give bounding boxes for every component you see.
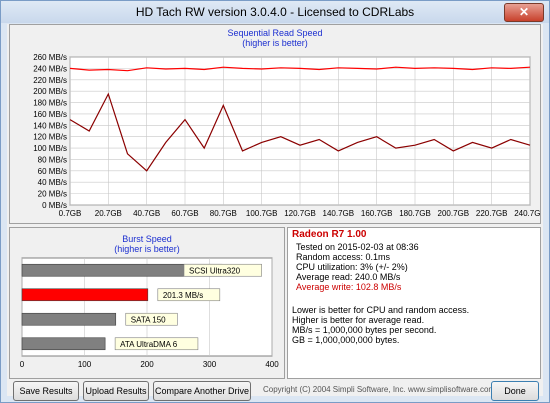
seq-y-tick: 40 MB/s	[38, 178, 67, 187]
burst-bar-label-box	[125, 312, 178, 326]
burst-speed-panel: Burst Speed (higher is better) 0 100 200 30…	[9, 227, 285, 379]
seq-y-tick: 200 MB/s	[33, 87, 67, 96]
burst-x-tick: 100	[78, 360, 92, 369]
seq-y-tick: 160 MB/s	[33, 110, 67, 119]
seq-x-tick: 220.7GB	[476, 209, 508, 218]
done-button[interactable]: Done	[491, 381, 539, 401]
note-mbs-definition: MB/s = 1,000,000 bytes per second.	[292, 325, 437, 335]
average-write: Average write: 102.8 MB/s	[296, 282, 402, 292]
seq-y-tick: 0 MB/s	[42, 201, 67, 210]
burst-x-tick: 200	[140, 360, 154, 369]
write-speed-line	[69, 92, 531, 172]
client-area: Sequential Read Speed (higher is better)…	[7, 24, 543, 401]
burst-bar-label-box	[157, 288, 221, 302]
seq-x-tick: 80.7GB	[210, 209, 237, 218]
note-higher-better: Higher is better for average read.	[292, 315, 425, 325]
read-speed-line	[69, 66, 531, 72]
seq-y-tick: 100 MB/s	[33, 144, 67, 153]
seq-x-tick: 20.7GB	[95, 209, 122, 218]
average-read: Average read: 240.0 MB/s	[296, 272, 401, 282]
copyright-text: Copyright (C) 2004 Simpli Software, Inc.…	[263, 385, 496, 394]
drive-name: Radeon R7 1.00	[292, 229, 367, 240]
burst-chart-subtitle: (higher is better)	[114, 244, 180, 254]
sequential-read-chart: 260 MB/s 240 MB/s 220 MB/s 200 MB/s 180 MB/s…	[33, 53, 540, 218]
burst-bar-label-box	[183, 263, 262, 277]
upload-results-button[interactable]: Upload Results	[83, 381, 149, 401]
burst-bar-label: SATA 150	[131, 315, 166, 324]
burst-bar-label: ATA UltraDMA 6	[120, 340, 178, 349]
seq-x-tick: 120.7GB	[284, 209, 316, 218]
seq-y-tick: 220 MB/s	[33, 76, 67, 85]
sequential-chart-title: Sequential Read Speed	[227, 28, 323, 38]
tested-on: Tested on 2015-02-03 at 08:36	[296, 242, 419, 252]
burst-bar	[21, 312, 117, 326]
seq-y-tick: 120 MB/s	[33, 133, 67, 142]
random-access: Random access: 0.1ms	[296, 252, 391, 262]
seq-x-tick: 60.7GB	[171, 209, 198, 218]
seq-y-tick: 140 MB/s	[33, 121, 67, 130]
seq-x-tick: 100.7GB	[246, 209, 278, 218]
seq-x-tick: 140.7GB	[323, 209, 355, 218]
results-info-panel: Radeon R7 1.00 Tested on 2015-02-03 at 0…	[287, 227, 541, 379]
seq-x-tick: 40.7GB	[133, 209, 160, 218]
seq-y-tick: 60 MB/s	[38, 167, 67, 176]
burst-x-tick: 0	[20, 360, 25, 369]
note-lower-better: Lower is better for CPU and random acces…	[292, 305, 470, 315]
burst-bar-label: SCSI Ultra320	[189, 266, 241, 275]
seq-x-tick: 180.7GB	[399, 209, 431, 218]
save-results-button[interactable]: Save Results	[13, 381, 79, 401]
burst-speed-chart: 0 100 200 300 400 SCSI Ultra320 201.3 MB/s SATA…	[20, 257, 279, 369]
seq-x-tick: 160.7GB	[361, 209, 393, 218]
sequential-chart-subtitle: (higher is better)	[242, 38, 308, 48]
title-bar: HD Tach RW version 3.0.4.0 - Licensed to…	[1, 1, 549, 23]
seq-y-tick: 180 MB/s	[33, 99, 67, 108]
seq-y-tick: 20 MB/s	[38, 190, 67, 199]
seq-y-tick: 240 MB/s	[33, 64, 67, 73]
seq-x-tick: 200.7GB	[438, 209, 470, 218]
seq-x-tick: 240.7GB	[514, 209, 540, 218]
burst-bar-label: 201.3 MB/s	[163, 291, 203, 300]
compare-drive-button[interactable]: Compare Another Drive	[153, 381, 251, 401]
burst-x-tick: 400	[265, 360, 279, 369]
burst-chart-title: Burst Speed	[122, 234, 172, 244]
burst-bar	[21, 288, 149, 302]
burst-bar-label-box	[114, 337, 199, 351]
window-close-button[interactable]: ✕	[504, 3, 544, 22]
burst-x-tick: 300	[203, 360, 217, 369]
seq-x-tick: 0.7GB	[59, 209, 82, 218]
cpu-utilization: CPU utilization: 3% (+/- 2%)	[296, 262, 408, 272]
sequential-read-panel: Sequential Read Speed (higher is better)…	[9, 24, 541, 224]
seq-y-tick: 260 MB/s	[33, 53, 67, 62]
seq-y-tick: 80 MB/s	[38, 155, 67, 164]
burst-bar	[21, 337, 106, 351]
note-gb-definition: GB = 1,000,000,000 bytes.	[292, 335, 400, 345]
